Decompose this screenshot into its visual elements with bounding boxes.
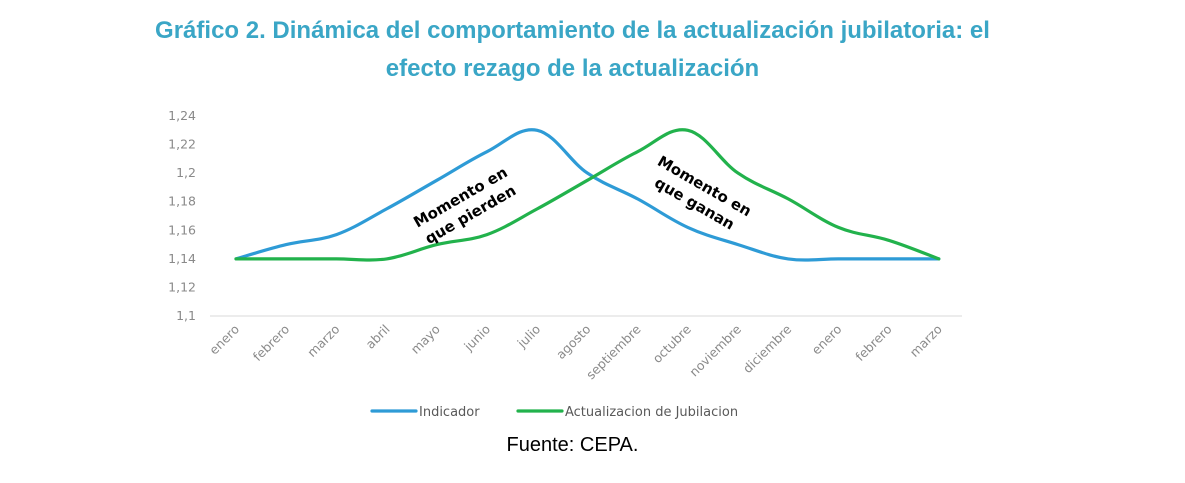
series-actualizacion-line	[234, 128, 941, 262]
y-tick-label: 1,14	[168, 251, 196, 266]
x-tick-label: noviembre	[686, 321, 744, 379]
x-tick-label: diciembre	[740, 321, 795, 376]
x-tick-label: marzo	[304, 322, 342, 360]
x-tick-label: enero	[809, 322, 845, 358]
x-tick-label: agosto	[553, 322, 594, 363]
series-indicador-line	[234, 128, 941, 262]
y-tick-label: 1,1	[176, 308, 196, 323]
y-tick-label: 1,16	[168, 222, 196, 237]
y-tick-label: 1,18	[168, 194, 196, 209]
x-tick-label: marzo	[907, 322, 945, 360]
x-tick-label: enero	[206, 322, 242, 358]
y-tick-label: 1,2	[176, 165, 196, 180]
y-tick-label: 1,24	[168, 108, 196, 123]
x-tick-label: julio	[514, 322, 544, 352]
source-note: Fuente: CEPA.	[506, 434, 639, 456]
x-tick-label: febrero	[852, 322, 894, 364]
chart-title: Gráfico 2. Dinámica del comportamiento d…	[40, 12, 1105, 88]
x-tick-label: octubre	[649, 321, 694, 366]
x-tick-label: febrero	[250, 322, 292, 364]
y-tick-label: 1,12	[168, 279, 196, 294]
legend-label: Actualizacion de Jubilacion	[565, 405, 738, 420]
x-tick-label: abril	[363, 322, 393, 352]
chart-title-line2: efecto rezago de la actualización	[385, 55, 760, 82]
x-tick-label: junio	[460, 322, 493, 355]
x-tick-label: septiembre	[583, 321, 644, 382]
legend-label: Indicador	[419, 405, 480, 420]
y-tick-label: 1,22	[168, 137, 196, 152]
x-tick-label: mayo	[408, 322, 443, 357]
chart-title-line1: Gráfico 2. Dinámica del comportamiento d…	[155, 17, 990, 44]
